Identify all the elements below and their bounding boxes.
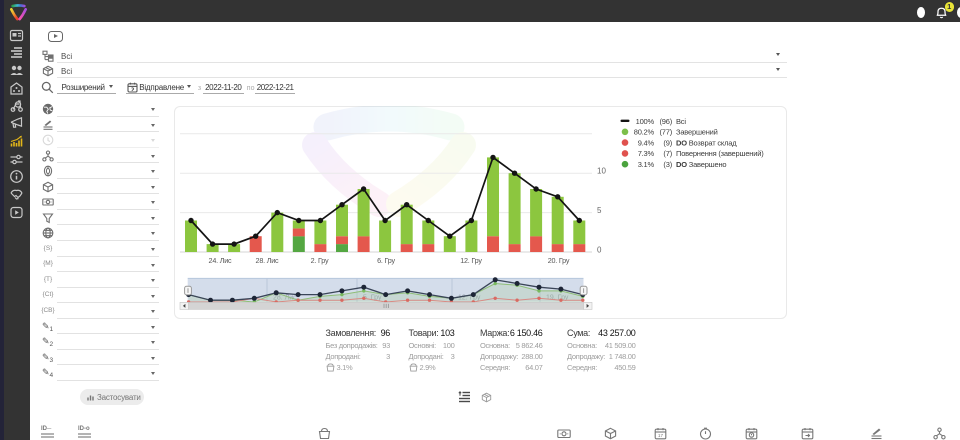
svg-text:(77): (77): [659, 128, 672, 137]
svg-text:Всі: Всі: [676, 117, 686, 126]
svg-text:(96): (96): [659, 117, 672, 126]
svg-text:80.2%: 80.2%: [634, 128, 655, 137]
svg-text:12. Гру: 12. Гру: [460, 256, 482, 265]
svg-text:Повернення (завершений): Повернення (завершений): [676, 149, 764, 158]
svg-text:5: 5: [597, 206, 602, 215]
svg-text:DO Возврат склад: DO Возврат склад: [676, 138, 737, 147]
svg-text:17: 17: [658, 433, 664, 438]
svg-text:12. Гру: 12. Гру: [458, 295, 481, 302]
svg-text:6. Гру: 6. Гру: [377, 256, 395, 265]
svg-text:5. Гру: 5. Гру: [363, 295, 382, 302]
svg-text:10: 10: [597, 167, 606, 176]
svg-text:(3): (3): [663, 160, 672, 169]
svg-text:Завершений: Завершений: [676, 128, 718, 137]
svg-text:(9): (9): [663, 138, 672, 147]
svg-text:7.3%: 7.3%: [638, 149, 655, 158]
svg-text:DO Завершено: DO Завершено: [676, 160, 726, 169]
svg-text:0: 0: [597, 246, 602, 255]
svg-text:19. Гру: 19. Гру: [546, 295, 569, 302]
svg-text:24. Лис: 24. Лис: [209, 256, 233, 265]
svg-text:2. Гру: 2. Гру: [311, 256, 329, 265]
svg-text:3.1%: 3.1%: [638, 160, 655, 169]
svg-text:100%: 100%: [636, 117, 655, 126]
svg-text:20. Гру: 20. Гру: [548, 256, 570, 265]
svg-text:28. Лис: 28. Лис: [256, 256, 280, 265]
svg-text:28. Лис: 28. Лис: [273, 295, 297, 302]
svg-text:(7): (7): [663, 149, 672, 158]
svg-text:9.4%: 9.4%: [638, 138, 655, 147]
